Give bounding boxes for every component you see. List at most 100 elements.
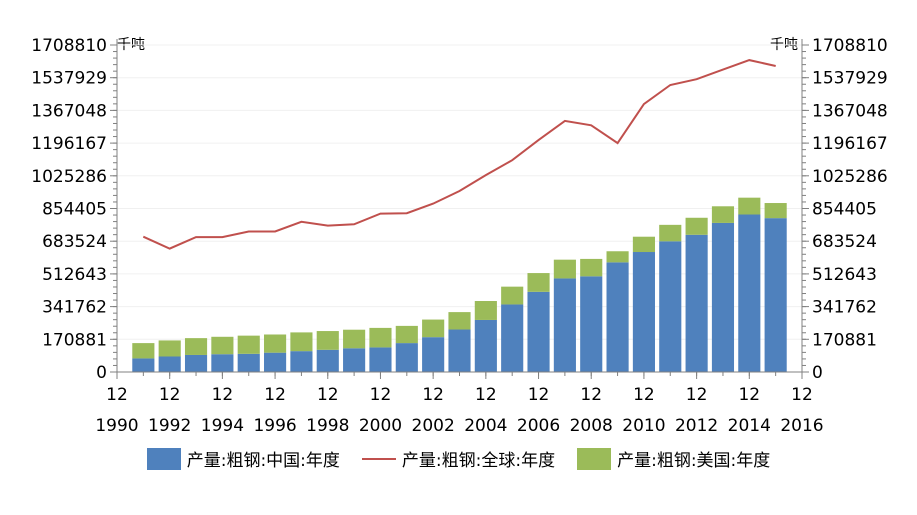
bar-china	[474, 319, 497, 372]
bar-usa	[764, 203, 787, 219]
x-tick-label-month: 12	[580, 385, 602, 405]
line-series	[142, 59, 776, 250]
bar-usa	[606, 251, 629, 263]
x-tick-label-month: 12	[159, 385, 181, 405]
x-tick-label-year: 1998	[306, 416, 349, 436]
bar-usa	[580, 258, 603, 277]
x-tick-label-month: 12	[317, 385, 339, 405]
bar-china	[632, 252, 655, 372]
x-tick-label-year: 2000	[359, 416, 402, 436]
x-tick-label-month: 12	[212, 385, 234, 405]
bar-china	[422, 337, 445, 372]
bar-china	[527, 291, 550, 372]
x-tick-label-month: 12	[370, 385, 392, 405]
axes: 0 0 170881 170881 341762 341762 512643 512643 68…	[31, 36, 887, 436]
x-tick-label-year: 1994	[201, 416, 244, 436]
x-tick-label-year: 2010	[622, 416, 665, 436]
y-tick-label-right: 854405	[812, 200, 877, 220]
x-tick-label-year: 2004	[464, 416, 507, 436]
bar-china	[343, 348, 366, 372]
y-tick-label-left: 0	[96, 363, 107, 383]
bar-china	[237, 353, 260, 372]
y-tick-label-left: 1708810	[31, 36, 107, 56]
x-tick-label-year: 2016	[780, 416, 823, 436]
bar-china	[580, 276, 603, 372]
bar-china	[685, 234, 708, 372]
y-tick-label-left: 854405	[42, 200, 107, 220]
bar-usa	[343, 329, 366, 349]
bar-usa	[474, 301, 497, 320]
y-tick-label-right: 1025286	[812, 167, 888, 187]
y-tick-label-right: 0	[812, 363, 823, 383]
y-tick-label-right: 1367048	[812, 101, 888, 121]
x-tick-label-year: 2008	[570, 416, 613, 436]
legend-swatch-world	[361, 457, 396, 460]
x-tick-label-month: 12	[633, 385, 655, 405]
x-tick-label-month: 12	[422, 385, 444, 405]
bar-china	[606, 262, 629, 372]
legend: 产量:粗钢:中国:年度 产量:粗钢:全球:年度 产量:粗钢:美国:年度	[0, 446, 917, 471]
legend-label-usa: 产量:粗钢:美国:年度	[617, 451, 771, 471]
bar-usa	[132, 343, 155, 359]
y-tick-label-left: 1537929	[31, 69, 107, 89]
x-tick-label-year: 1992	[148, 416, 191, 436]
y-tick-label-right: 341762	[812, 298, 877, 318]
y-tick-label-left: 170881	[42, 330, 107, 350]
bar-china	[316, 349, 339, 372]
x-tick-label-year: 2014	[728, 416, 771, 436]
bar-usa	[553, 259, 576, 279]
x-tick-label-year: 2012	[675, 416, 718, 436]
x-tick-label-month: 12	[686, 385, 708, 405]
x-tick-label-month: 12	[528, 385, 550, 405]
bar-usa	[711, 206, 735, 223]
y-tick-label-left: 341762	[42, 298, 107, 318]
bar-usa	[158, 340, 181, 357]
bar-usa	[527, 273, 550, 292]
y-tick-label-right: 170881	[812, 330, 877, 350]
y-tick-label-left: 1025286	[31, 167, 107, 187]
x-tick-label-month: 12	[106, 385, 128, 405]
legend-label-china: 产量:粗钢:中国:年度	[186, 451, 340, 471]
y-tick-label-right: 1196167	[812, 134, 888, 154]
legend-item-usa: 产量:粗钢:美国:年度	[577, 446, 770, 471]
bar-usa	[501, 286, 524, 305]
bar-usa	[632, 236, 655, 253]
bar-china	[553, 278, 576, 372]
y-tick-label-left: 683524	[42, 232, 107, 252]
bar-usa	[685, 217, 708, 235]
y-tick-label-right: 1708810	[812, 36, 888, 56]
x-tick-label-month: 12	[264, 385, 286, 405]
legend-swatch-china	[146, 447, 181, 470]
legend-item-world: 产量:粗钢:全球:年度	[361, 446, 555, 471]
y-tick-label-left: 1367048	[31, 101, 107, 121]
bar-usa	[211, 336, 234, 355]
bar-china	[501, 304, 524, 372]
bar-china	[395, 343, 418, 372]
bar-china	[184, 354, 208, 372]
bar-china	[738, 214, 761, 372]
x-tick-label-year: 1996	[253, 416, 296, 436]
bar-china	[369, 347, 392, 372]
bar-usa	[448, 312, 471, 330]
bar-china	[764, 218, 787, 372]
bar-usa	[659, 224, 682, 242]
bar-usa	[264, 334, 287, 353]
bar-usa	[237, 335, 260, 354]
bar-china	[211, 354, 234, 372]
x-tick-label-year: 2002	[412, 416, 455, 436]
bar-china	[711, 222, 735, 372]
y-tick-label-right: 683524	[812, 232, 877, 252]
bar-china	[448, 329, 471, 372]
bars	[132, 197, 787, 372]
y-tick-label-right: 1537929	[812, 69, 888, 89]
legend-item-china: 产量:粗钢:中国:年度	[146, 446, 340, 471]
bar-usa	[395, 325, 418, 344]
bar-usa	[369, 327, 392, 348]
y-tick-label-left: 1196167	[31, 134, 107, 154]
x-tick-label-year: 2006	[517, 416, 560, 436]
bar-usa	[290, 332, 313, 352]
bar-usa	[316, 331, 339, 350]
bar-china	[264, 352, 287, 372]
